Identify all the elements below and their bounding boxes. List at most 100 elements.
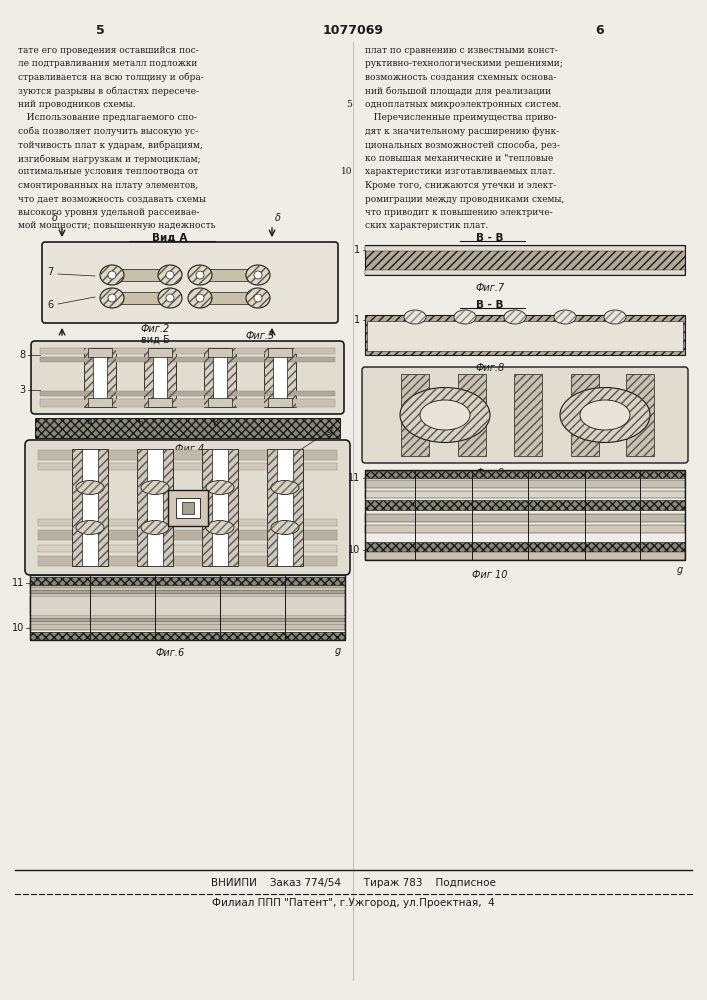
Text: изгибовым нагрузкам и термоциклам;: изгибовым нагрузкам и термоциклам; — [18, 154, 201, 163]
Ellipse shape — [158, 288, 182, 308]
Bar — [267, 449, 303, 566]
FancyBboxPatch shape — [362, 367, 688, 463]
FancyBboxPatch shape — [42, 242, 338, 323]
Bar — [365, 470, 685, 560]
Text: 11: 11 — [12, 578, 24, 588]
Text: Перечисленные преимущества приво-: Перечисленные преимущества приво- — [365, 113, 556, 122]
Ellipse shape — [188, 265, 212, 285]
Text: 4: 4 — [87, 418, 93, 428]
Bar — [148, 348, 172, 357]
Bar — [168, 489, 207, 526]
Bar — [30, 590, 345, 594]
Text: В - В: В - В — [477, 233, 504, 243]
Bar — [35, 418, 340, 438]
Bar — [268, 348, 292, 357]
Bar — [144, 348, 176, 407]
Bar — [200, 292, 258, 304]
Text: 10: 10 — [12, 623, 24, 633]
Bar — [112, 269, 170, 281]
Bar — [367, 321, 683, 351]
Bar — [626, 374, 654, 456]
Bar — [208, 348, 232, 357]
Text: 11: 11 — [348, 473, 360, 483]
Text: ний большой площади для реализации: ний большой площади для реализации — [365, 87, 551, 96]
Text: мой мощности; повышенную надежность: мой мощности; повышенную надежность — [18, 222, 216, 231]
Bar — [38, 519, 337, 526]
Bar — [365, 525, 685, 533]
Bar — [273, 348, 287, 407]
Bar — [82, 449, 98, 566]
Bar — [268, 398, 292, 407]
Bar — [30, 624, 345, 630]
Bar — [30, 580, 345, 588]
Text: 8: 8 — [19, 350, 25, 360]
Text: характеристики изготавливаемых плат.: характеристики изготавливаемых плат. — [365, 167, 556, 176]
Ellipse shape — [404, 310, 426, 324]
Bar — [365, 542, 685, 552]
Ellipse shape — [420, 400, 470, 430]
Ellipse shape — [246, 288, 270, 308]
Bar — [40, 348, 335, 354]
Circle shape — [196, 294, 204, 302]
Ellipse shape — [76, 481, 104, 494]
Text: Фиг.6: Фиг.6 — [156, 648, 185, 658]
Text: что приводит к повышению электриче-: что приводит к повышению электриче- — [365, 208, 553, 217]
Bar — [514, 374, 542, 456]
Bar — [88, 348, 112, 357]
Text: ВНИИПИ    Заказ 774/54       Тираж 783    Подписное: ВНИИПИ Заказ 774/54 Тираж 783 Подписное — [211, 878, 496, 888]
Bar — [153, 348, 167, 407]
Text: дят к значительному расширению функ-: дят к значительному расширению функ- — [365, 127, 559, 136]
Ellipse shape — [504, 310, 526, 324]
Circle shape — [108, 271, 116, 279]
Circle shape — [196, 271, 204, 279]
Bar — [137, 449, 173, 566]
Ellipse shape — [271, 481, 299, 494]
Text: Фиг.7: Фиг.7 — [475, 283, 505, 293]
Text: g: g — [335, 646, 341, 656]
Text: 7: 7 — [47, 267, 53, 277]
Bar — [40, 357, 335, 362]
Bar — [514, 374, 542, 456]
Bar — [175, 497, 199, 518]
Text: циональных возможностей способа, рез-: циональных возможностей способа, рез- — [365, 140, 560, 150]
Text: ний проводников схемы.: ний проводников схемы. — [18, 100, 136, 109]
Text: возможность создания схемных основа-: возможность создания схемных основа- — [365, 73, 556, 82]
Text: 10: 10 — [348, 545, 360, 555]
Ellipse shape — [158, 265, 182, 285]
Bar — [365, 315, 685, 355]
Bar — [212, 449, 228, 566]
Ellipse shape — [206, 520, 234, 534]
Bar — [84, 348, 116, 407]
Bar — [458, 374, 486, 456]
FancyBboxPatch shape — [31, 341, 344, 414]
Text: руктивно-технологическими решениями;: руктивно-технологическими решениями; — [365, 60, 563, 68]
Text: зуются разрывы в областях пересече-: зуются разрывы в областях пересече- — [18, 87, 199, 96]
Text: Кроме того, снижаются утечки и элект-: Кроме того, снижаются утечки и элект- — [365, 181, 556, 190]
Ellipse shape — [271, 520, 299, 534]
Bar — [365, 471, 685, 478]
Text: Фиг.5: Фиг.5 — [175, 580, 204, 590]
Text: 1077069: 1077069 — [322, 23, 383, 36]
Ellipse shape — [560, 387, 650, 442]
Bar — [93, 348, 107, 407]
Text: тате его проведения оставшийся пос-: тате его проведения оставшийся пос- — [18, 46, 199, 55]
Bar — [202, 449, 238, 566]
Ellipse shape — [246, 265, 270, 285]
Bar — [365, 246, 685, 251]
Bar — [144, 348, 176, 407]
Text: соба позволяет получить высокую ус-: соба позволяет получить высокую ус- — [18, 127, 198, 136]
Text: 6: 6 — [596, 23, 604, 36]
Circle shape — [254, 271, 262, 279]
Bar — [137, 449, 173, 566]
Bar — [365, 514, 685, 522]
Bar — [38, 450, 337, 460]
Bar — [365, 491, 685, 498]
Text: Использование предлагаемого спо-: Использование предлагаемого спо- — [18, 113, 197, 122]
Ellipse shape — [141, 481, 169, 494]
Bar — [148, 398, 172, 407]
Ellipse shape — [554, 310, 576, 324]
Text: 5: 5 — [137, 418, 143, 428]
Text: Фиг.3: Фиг.3 — [245, 331, 274, 341]
Bar — [264, 348, 296, 407]
Ellipse shape — [604, 310, 626, 324]
